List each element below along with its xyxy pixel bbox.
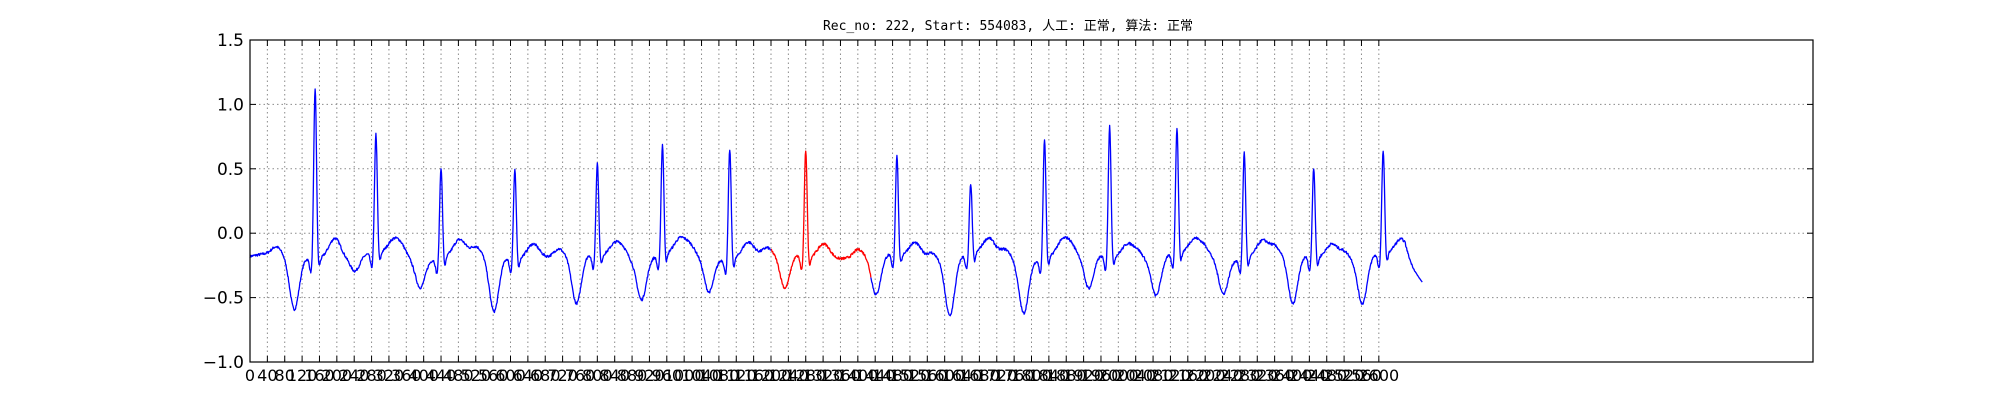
x-tick-label: 360 xyxy=(391,366,422,385)
x-tick-label: 2000 xyxy=(1098,366,1139,385)
x-tick-label: 680 xyxy=(530,366,561,385)
x-tick-label: 1240 xyxy=(768,366,809,385)
x-tick-label: 1720 xyxy=(976,366,1017,385)
x-tick-label: 1160 xyxy=(733,366,774,385)
x-tick-label: 2400 xyxy=(1272,366,1313,385)
blue-segment-line xyxy=(249,88,772,314)
y-tick-label: −0.5 xyxy=(203,289,244,309)
series-layer xyxy=(249,88,1423,317)
x-tick-label: 2200 xyxy=(1185,366,1226,385)
y-tick-label: −1.0 xyxy=(203,353,244,373)
x-tick-label: 640 xyxy=(513,366,544,385)
x-tick-label: 1960 xyxy=(1081,366,1122,385)
x-tick-label: 1000 xyxy=(664,366,705,385)
x-tick-label: 2240 xyxy=(1202,366,1243,385)
x-tick-label: 2560 xyxy=(1341,366,1382,385)
x-tick-label: 1840 xyxy=(1029,366,1070,385)
x-tick-label: 760 xyxy=(565,366,596,385)
chart-title: Rec_no: 222, Start: 554083, 人工: 正常, 算法: … xyxy=(823,19,1193,34)
x-tick-label: 1800 xyxy=(1011,366,1052,385)
x-tick-label: 2520 xyxy=(1324,366,1365,385)
y-tick-label: 1.5 xyxy=(217,31,244,51)
x-tick-label: 2320 xyxy=(1237,366,1278,385)
x-tick-label: 240 xyxy=(339,366,370,385)
x-tick-label: 560 xyxy=(478,366,509,385)
x-tick-label: 1640 xyxy=(942,366,983,385)
x-tick-label: 40 xyxy=(257,366,277,385)
x-tick-label: 2280 xyxy=(1220,366,1261,385)
blue-segment-line xyxy=(870,124,1423,317)
x-tick-label: 1360 xyxy=(820,366,861,385)
x-tick-label: 0 xyxy=(245,366,255,385)
x-tick-label: 1600 xyxy=(924,366,965,385)
x-tick-label: 1680 xyxy=(959,366,1000,385)
x-tick-label: 1920 xyxy=(1063,366,1104,385)
y-tick-label: 0.5 xyxy=(217,160,244,180)
x-tick-label: 400 xyxy=(408,366,439,385)
x-tick-label: 1080 xyxy=(699,366,740,385)
grid-lines xyxy=(250,40,1813,362)
x-tick-label: 1440 xyxy=(855,366,896,385)
x-tick-label: 920 xyxy=(634,366,665,385)
x-tick-label: 480 xyxy=(443,366,474,385)
x-tick-label: 880 xyxy=(617,366,648,385)
red-segment-line xyxy=(770,150,872,290)
y-tick-label: 0.0 xyxy=(217,224,244,244)
x-tick-label: 1200 xyxy=(751,366,792,385)
tick-marks xyxy=(249,39,1813,363)
x-tick-labels: 0 408012016020024028032036040044048052056… xyxy=(245,366,1399,385)
x-tick-label: 2160 xyxy=(1167,366,1208,385)
x-tick-label: 2040 xyxy=(1115,366,1156,385)
x-tick-label: 520 xyxy=(460,366,491,385)
x-tick-label: 840 xyxy=(599,366,630,385)
x-tick-label: 1560 xyxy=(907,366,948,385)
x-tick-label: 320 xyxy=(374,366,405,385)
x-tick-label: 1520 xyxy=(890,366,931,385)
x-tick-label: 2600 xyxy=(1358,366,1399,385)
x-tick-label: 2440 xyxy=(1289,366,1330,385)
x-tick-label: 2480 xyxy=(1306,366,1347,385)
x-tick-label: 1280 xyxy=(785,366,826,385)
x-tick-label: 2120 xyxy=(1150,366,1191,385)
x-tick-label: 440 xyxy=(426,366,457,385)
x-tick-label: 200 xyxy=(322,366,353,385)
y-tick-labels: −1.0 −0.5 0.0 0.5 1.0 1.5 xyxy=(203,31,244,373)
x-tick-label: 2360 xyxy=(1254,366,1295,385)
x-tick-label: 160 xyxy=(304,366,335,385)
x-tick-label: 80 xyxy=(275,366,295,385)
y-tick-label: 1.0 xyxy=(217,95,244,115)
x-tick-label: 1120 xyxy=(716,366,757,385)
x-tick-label: 600 xyxy=(495,366,526,385)
x-tick-label: 1760 xyxy=(994,366,1035,385)
x-tick-label: 1480 xyxy=(872,366,913,385)
x-tick-label: 1880 xyxy=(1046,366,1087,385)
plot-frame xyxy=(249,39,1814,363)
x-tick-label: 1400 xyxy=(837,366,878,385)
x-tick-label: 1320 xyxy=(803,366,844,385)
x-tick-label: 1040 xyxy=(681,366,722,385)
x-tick-label: 280 xyxy=(356,366,387,385)
x-tick-label: 2080 xyxy=(1133,366,1174,385)
x-tick-label: 720 xyxy=(547,366,578,385)
x-tick-label: 120 xyxy=(287,366,318,385)
x-tick-label: 800 xyxy=(582,366,613,385)
x-tick-label: 960 xyxy=(652,366,683,385)
